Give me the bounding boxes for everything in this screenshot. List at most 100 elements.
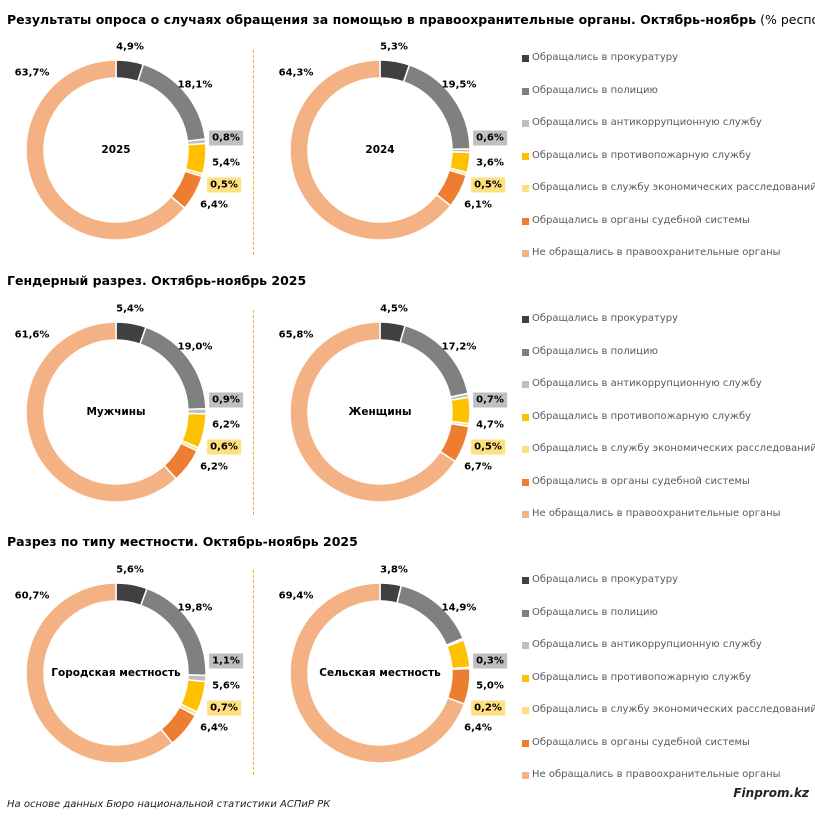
legend-item: Обращались в прокуратуру bbox=[522, 313, 815, 346]
legend-item: Обращались в органы судебной системы bbox=[522, 476, 815, 509]
data-label: 3,8% bbox=[380, 564, 408, 576]
data-label: 69,4% bbox=[278, 590, 314, 602]
donut-segment bbox=[289, 582, 466, 764]
legend-label: Обращались в противопожарную службу bbox=[532, 149, 752, 161]
legend-label: Обращались в антикоррупционную службу bbox=[532, 378, 762, 389]
legend-item: Обращались в полицию bbox=[522, 85, 815, 118]
data-label: 6,2% bbox=[200, 461, 228, 473]
data-label: 0,7% bbox=[473, 392, 507, 408]
legend-swatch bbox=[522, 120, 529, 127]
data-label: 4,5% bbox=[380, 303, 408, 315]
legend-label: Обращались в прокуратуру bbox=[532, 313, 679, 324]
donut-segment bbox=[25, 59, 186, 241]
legend-item: Обращались в службу экономических рассле… bbox=[522, 443, 815, 476]
section-title-gender: Гендерный разрез. Октябрь-ноябрь 2025 bbox=[7, 273, 307, 288]
legend-label: Обращались в службу экономических рассле… bbox=[532, 443, 815, 454]
legend-swatch bbox=[522, 217, 529, 225]
divider bbox=[253, 50, 254, 255]
data-label: 19,0% bbox=[177, 341, 213, 353]
legend-label: Обращались в противопожарную службу bbox=[532, 410, 752, 422]
legend-label: Обращались в полицию bbox=[532, 84, 658, 96]
divider bbox=[253, 570, 254, 775]
source-note: На основе данных Бюро национальной стати… bbox=[7, 799, 331, 810]
legend-item: Обращались в полицию bbox=[522, 346, 815, 379]
data-label: 6,4% bbox=[464, 722, 492, 734]
data-label: 0,5% bbox=[471, 177, 505, 193]
data-label: 0,9% bbox=[209, 392, 243, 408]
legend-swatch bbox=[522, 478, 529, 486]
section-title-overall: Результаты опроса о случаях обращения за… bbox=[7, 12, 815, 27]
legend-label: Обращались в полицию bbox=[532, 606, 658, 618]
donut-segment bbox=[25, 321, 178, 503]
data-label: 0,3% bbox=[473, 653, 507, 669]
legend-label: Обращались в полицию bbox=[532, 345, 658, 357]
data-label: 65,8% bbox=[278, 329, 314, 341]
legend-swatch bbox=[522, 674, 529, 682]
legend-label: Обращались в прокуратуру bbox=[532, 52, 679, 63]
donut-center-label: Мужчины bbox=[86, 406, 146, 418]
legend-item: Обращались в противопожарную службу bbox=[522, 672, 815, 705]
legend-swatch bbox=[522, 348, 529, 356]
legend: Обращались в прокуратуру Обращались в пол… bbox=[522, 52, 815, 280]
legend-swatch bbox=[522, 250, 529, 257]
legend: Обращались в прокуратуру Обращались в пол… bbox=[522, 313, 815, 541]
donut-center-label: Городская местность bbox=[51, 667, 181, 679]
data-label: 6,4% bbox=[200, 722, 228, 734]
data-label: 0,5% bbox=[471, 439, 505, 455]
legend-item: Обращались в службу экономических рассле… bbox=[522, 182, 815, 215]
legend-item: Обращались в прокуратуру bbox=[522, 574, 815, 607]
donut-center-label: 2025 bbox=[101, 144, 131, 156]
donut-center-label: 2024 bbox=[365, 144, 395, 156]
section-title-locality: Разрез по типу местности. Октябрь-ноябрь… bbox=[7, 534, 358, 549]
donut-segment bbox=[289, 321, 457, 503]
data-label: 5,6% bbox=[212, 680, 240, 692]
data-label: 0,5% bbox=[207, 177, 241, 193]
legend-swatch bbox=[522, 577, 529, 584]
legend-swatch bbox=[522, 772, 529, 779]
legend-label: Не обращались в правоохранительные орган… bbox=[532, 769, 781, 780]
legend-label: Обращались в противопожарную службу bbox=[532, 671, 752, 683]
data-label: 0,6% bbox=[207, 439, 241, 455]
data-label: 63,7% bbox=[14, 67, 50, 79]
legend-label: Обращались в органы судебной системы bbox=[532, 214, 750, 226]
data-label: 3,6% bbox=[476, 157, 504, 169]
legend-item: Обращались в органы судебной системы bbox=[522, 737, 815, 770]
legend-label: Обращались в антикоррупционную службу bbox=[532, 639, 762, 650]
data-label: 6,4% bbox=[200, 199, 228, 211]
legend-label: Не обращались в правоохранительные орган… bbox=[532, 508, 781, 519]
legend-label: Обращались в службу экономических рассле… bbox=[532, 704, 815, 715]
data-label: 5,4% bbox=[212, 157, 240, 169]
divider bbox=[253, 310, 254, 515]
legend-swatch bbox=[522, 446, 529, 453]
donut-center-label: Сельская местность bbox=[319, 667, 441, 679]
data-label: 17,2% bbox=[441, 341, 477, 353]
legend-swatch bbox=[522, 707, 529, 714]
legend-item: Обращались в антикоррупционную службу bbox=[522, 639, 815, 672]
legend-swatch bbox=[522, 381, 529, 388]
data-label: 0,6% bbox=[473, 130, 507, 146]
legend-label: Обращались в органы судебной системы bbox=[532, 475, 750, 487]
data-label: 0,8% bbox=[209, 130, 243, 146]
data-label: 1,1% bbox=[209, 653, 243, 669]
legend-swatch bbox=[522, 739, 529, 747]
data-label: 0,2% bbox=[471, 700, 505, 716]
data-label: 5,6% bbox=[116, 564, 144, 576]
data-label: 64,3% bbox=[278, 67, 314, 79]
data-label: 6,2% bbox=[212, 419, 240, 431]
legend-item: Обращались в антикоррупционную службу bbox=[522, 378, 815, 411]
legend-item: Обращались в службу экономических рассле… bbox=[522, 704, 815, 737]
data-label: 14,9% bbox=[441, 602, 477, 614]
data-label: 4,9% bbox=[116, 41, 144, 53]
legend-label: Не обращались в правоохранительные орган… bbox=[532, 247, 781, 258]
data-label: 60,7% bbox=[14, 590, 50, 602]
legend-item: Не обращались в правоохранительные орган… bbox=[522, 508, 815, 541]
legend-swatch bbox=[522, 55, 529, 62]
data-label: 6,7% bbox=[464, 461, 492, 473]
legend-swatch bbox=[522, 609, 529, 617]
data-label: 19,5% bbox=[441, 79, 477, 91]
